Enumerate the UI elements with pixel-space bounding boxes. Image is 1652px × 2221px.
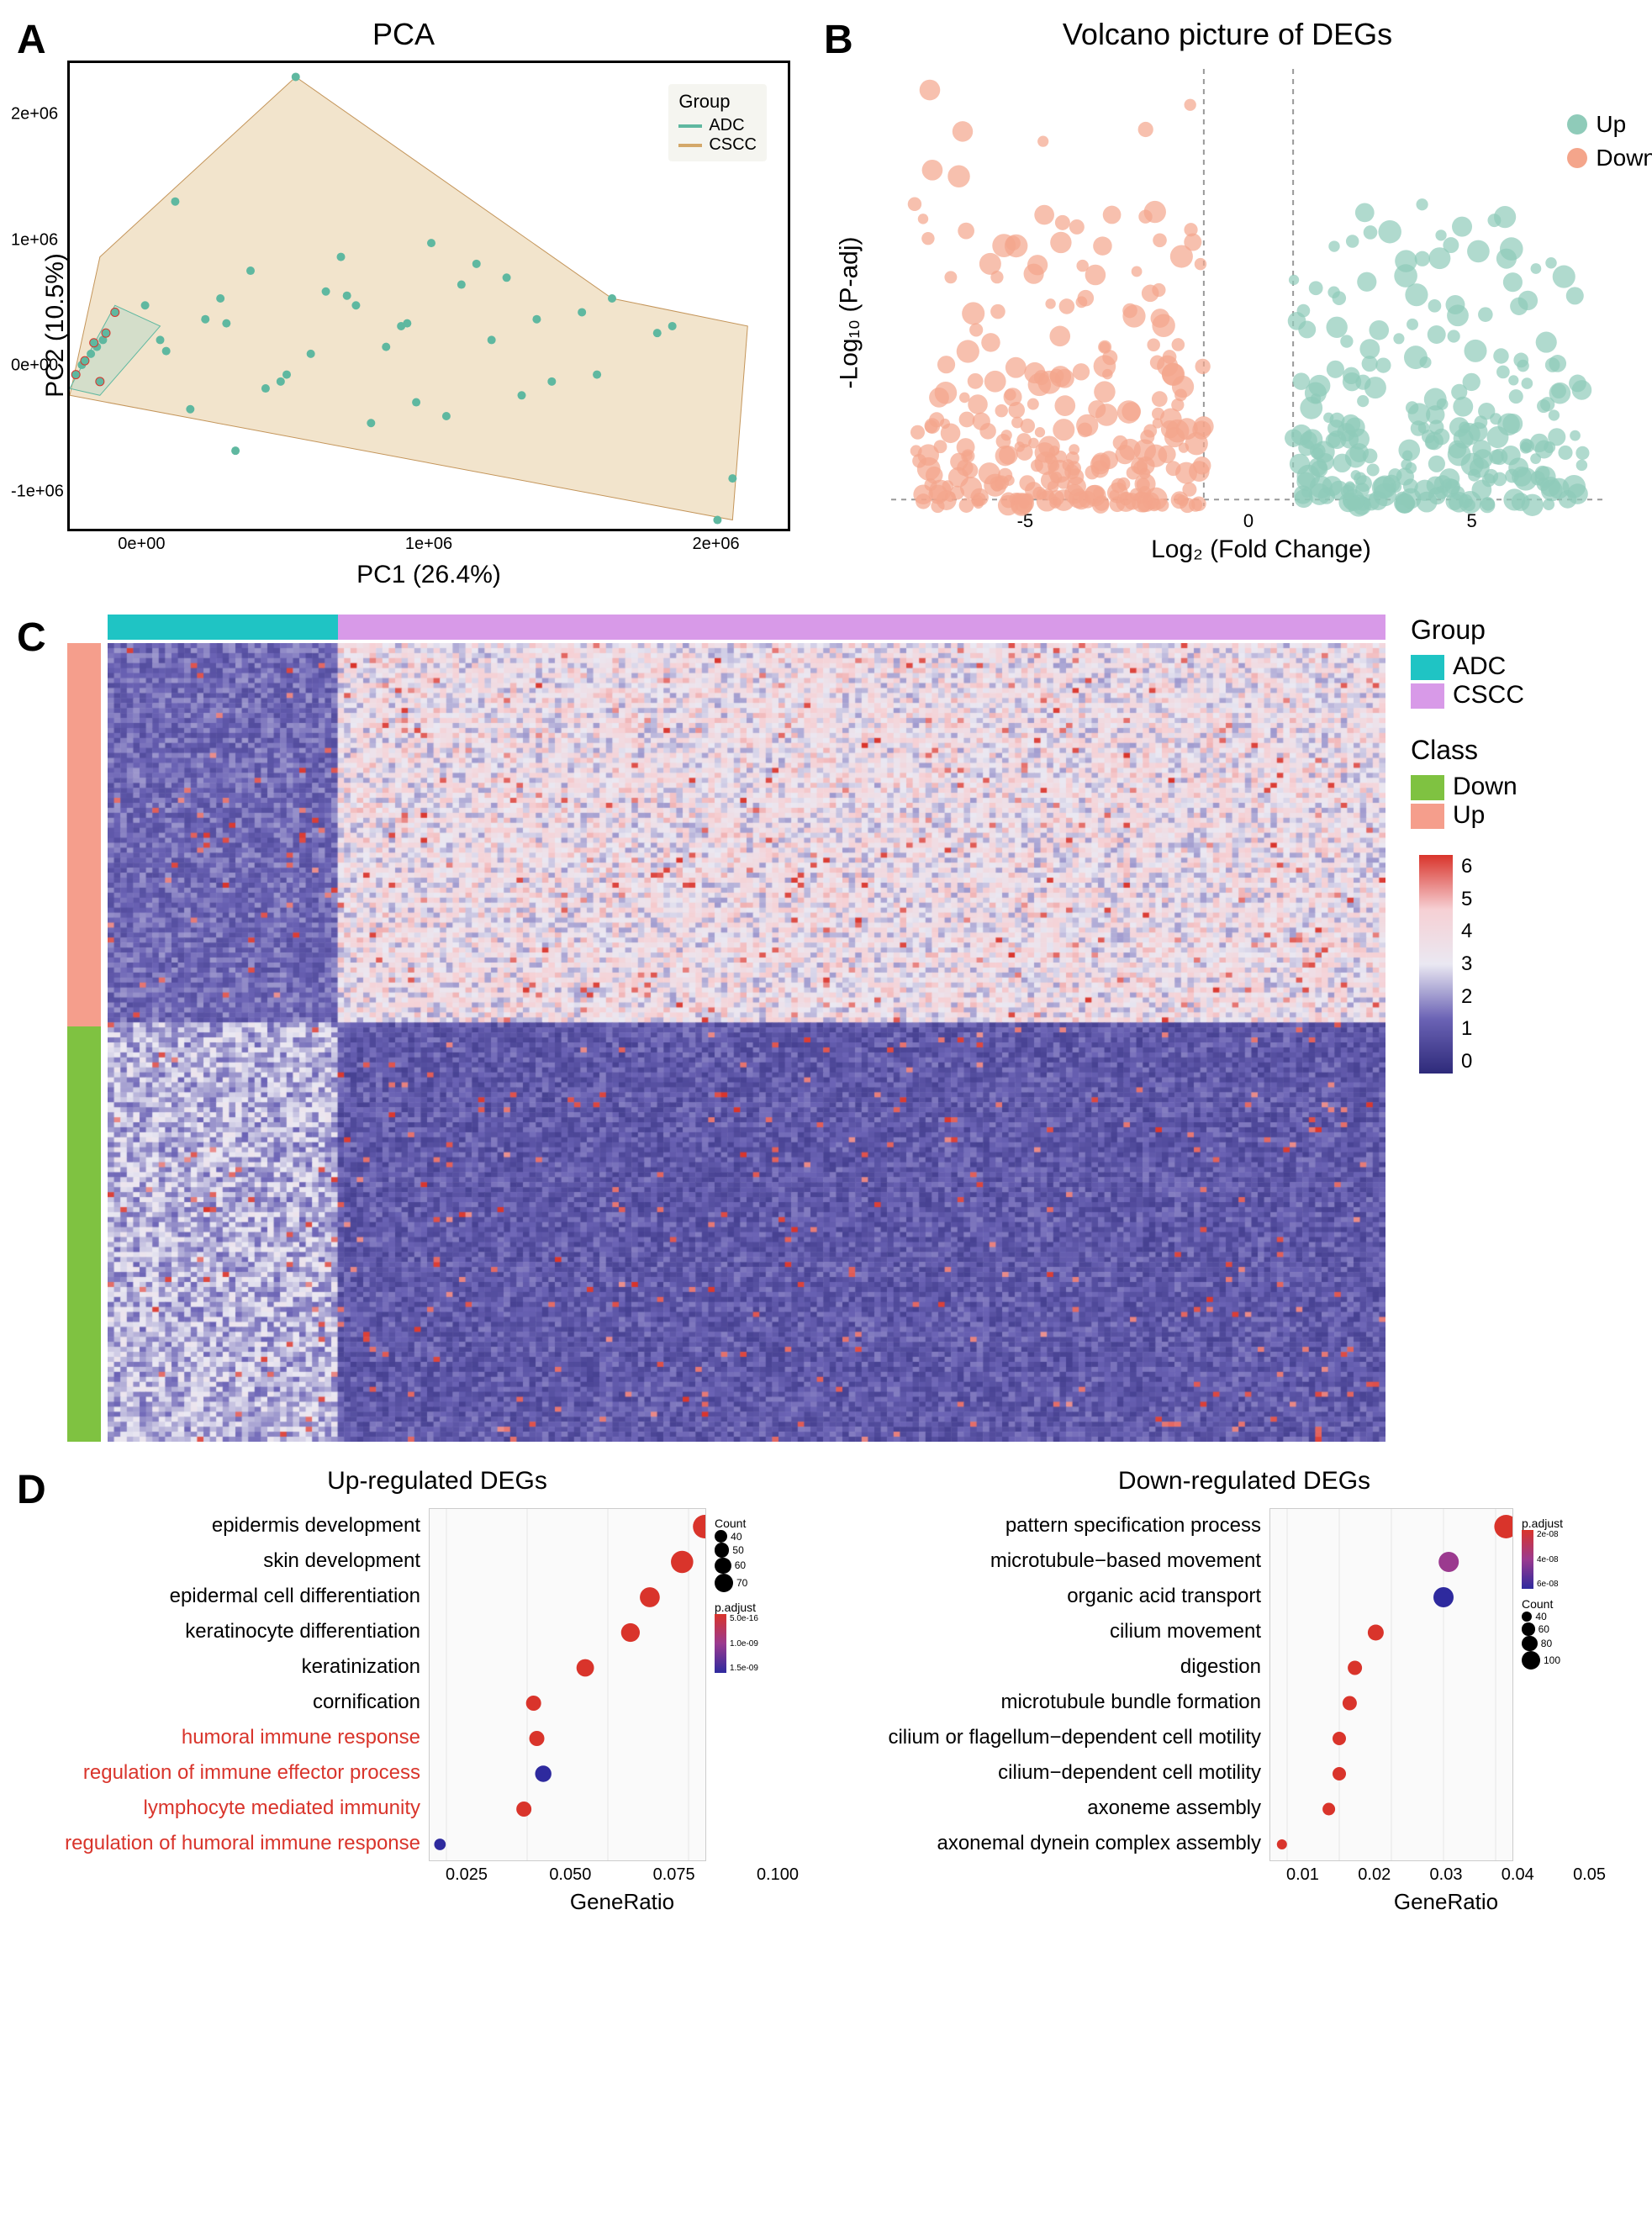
pca-ytick: -1e+06 [11,482,64,501]
pca-legend-cscc: CSCC [678,135,757,155]
dot-down [1567,148,1587,168]
dotplot-up-xticks: 0.0250.0500.0750.100 [429,1865,815,1885]
heatmap-container [67,615,1385,1442]
dotplot-down: Down-regulated DEGs pattern specificatio… [866,1467,1623,1915]
dotplot-up: Up-regulated DEGs epidermis developments… [59,1467,815,1915]
svg-text:0: 0 [1243,510,1254,531]
pca-xtick: 1e+06 [405,535,452,554]
pca-title: PCA [17,17,790,52]
dotplot-up-sidebar: Count 40506070 p.adjust 5.0e-161.0e-091.… [715,1508,815,1861]
pca-legend: Group ADC CSCC [668,84,767,161]
legend-class-up: Up [1411,801,1629,830]
down-count-legend: 406080100 [1522,1611,1623,1670]
volcano-ylabel: -Log₁₀ (P-adj) [835,236,863,388]
legend-group-adc: ADC [1411,652,1629,681]
dotplot-down-labels: pattern specification processmicrotubule… [866,1508,1269,1861]
pca-ytick: 1e+06 [11,230,58,250]
volcano-svg: -505020406080100120 [891,61,1606,531]
panel-c-label: C [17,615,46,661]
legend-class-down: Down [1411,773,1629,801]
legend-up-text: Up [1453,801,1485,829]
swatch-cscc [678,144,702,147]
heatmap-legend: Group ADC CSCC Class Down Up 6543210 [1411,615,1629,1442]
count-legend-title-down: Count [1522,1597,1623,1611]
colorbox-down [1411,775,1444,800]
dotplot-up-title: Up-regulated DEGs [59,1467,815,1496]
panel-a-label: A [17,17,46,63]
dotplot-down-xticks: 0.010.020.030.040.05 [1269,1865,1623,1885]
volcano-plot: -505020406080100120 Up Down [891,61,1606,531]
down-padj-legend: 2e-084e-086e-08 [1522,1530,1623,1589]
figure-container: A PCA PC2 (10.5%) Group ADC CSCC 2e+06 [0,0,1652,1932]
legend-group-title: Group [1411,615,1629,646]
legend-class-title: Class [1411,735,1629,766]
pca-legend-title: Group [678,91,757,113]
heatmap-main [108,615,1385,1442]
heatmap-canvas [108,643,1385,1442]
gradient-labels: 6543210 [1461,855,1472,1074]
class-bar-down [67,1026,101,1442]
legend-up-label: Up [1596,111,1626,138]
dotplot-down-body: pattern specification processmicrotubule… [866,1508,1623,1861]
panel-c: C Group ADC CSCC Class Down Up [17,615,1635,1442]
padj-legend-title-down: p.adjust [1522,1517,1623,1530]
legend-down-label: Down [1596,145,1652,171]
dot-up [1567,114,1587,135]
gradient-bar [1419,855,1453,1074]
panel-d: D Up-regulated DEGs epidermis developmen… [17,1467,1635,1915]
pca-plot: Group ADC CSCC 2e+06 1e+06 0e+00 -1e+06 … [67,61,790,531]
colorbox-adc [1411,655,1444,680]
dotplot-down-title: Down-regulated DEGs [866,1467,1623,1496]
gradient-wrap: 6543210 [1411,855,1629,1074]
pca-xtick: 2e+06 [693,535,740,554]
count-legend-title: Count [715,1517,815,1530]
dotplot-down-plot [1269,1508,1513,1861]
dotplot-up-labels: epidermis developmentskin developmentepi… [59,1508,429,1861]
legend-adc-text: ADC [1453,652,1506,680]
colorbox-up [1411,804,1444,829]
pca-ylabel: PC2 (10.5%) [41,253,70,398]
legend-cscc-text: CSCC [1453,681,1524,709]
heatmap-body [108,643,1385,1442]
dotplot-down-xlabel: GeneRatio [1269,1889,1623,1915]
group-bar-adc [108,615,338,640]
colorbox-cscc [1411,683,1444,709]
dotplot-up-svg [430,1509,705,1860]
volcano-legend-down: Down [1567,145,1652,171]
legend-group: Group ADC CSCC [1411,615,1629,710]
volcano-legend: Up Down [1567,111,1652,178]
dotplot-up-xlabel: GeneRatio [429,1889,815,1915]
volcano-title: Volcano picture of DEGs [824,17,1631,52]
panel-b-label: B [824,17,853,63]
swatch-adc [678,124,702,128]
padj-legend-title: p.adjust [715,1601,815,1614]
dotplot-down-sidebar: p.adjust 2e-084e-086e-08 Count 406080100 [1522,1508,1623,1861]
row-1: A PCA PC2 (10.5%) Group ADC CSCC 2e+06 [17,17,1635,589]
legend-class: Class Down Up [1411,735,1629,830]
group-bar [108,615,1385,640]
pca-legend-adc: ADC [678,116,757,135]
legend-down-text: Down [1453,773,1517,800]
up-count-legend: 40506070 [715,1530,815,1592]
group-bar-cscc [338,615,1385,640]
legend-group-cscc: CSCC [1411,681,1629,710]
volcano-legend-up: Up [1567,111,1652,138]
legend-gradient: 6543210 [1411,855,1629,1074]
dotplot-up-body: epidermis developmentskin developmentepi… [59,1508,815,1861]
panel-a: A PCA PC2 (10.5%) Group ADC CSCC 2e+06 [17,17,790,589]
panel-d-label: D [17,1467,46,1513]
legend-adc-label: ADC [709,116,744,135]
dotplot-up-plot [429,1508,706,1861]
up-padj-legend: 5.0e-161.0e-091.5e-09 [715,1614,815,1673]
pca-xtick: 0e+00 [118,535,165,554]
panel-b: B Volcano picture of DEGs -Log₁₀ (P-adj)… [824,17,1631,589]
legend-cscc-label: CSCC [709,135,757,155]
volcano-xlabel: Log₂ (Fold Change) [891,535,1631,564]
class-bar-up [67,643,101,1026]
pca-ytick: 2e+06 [11,104,58,124]
pca-ytick: 0e+00 [11,356,58,376]
class-sidebar [67,615,101,1442]
dotplot-down-svg [1270,1509,1512,1860]
pca-xlabel: PC1 (26.4%) [67,561,790,589]
